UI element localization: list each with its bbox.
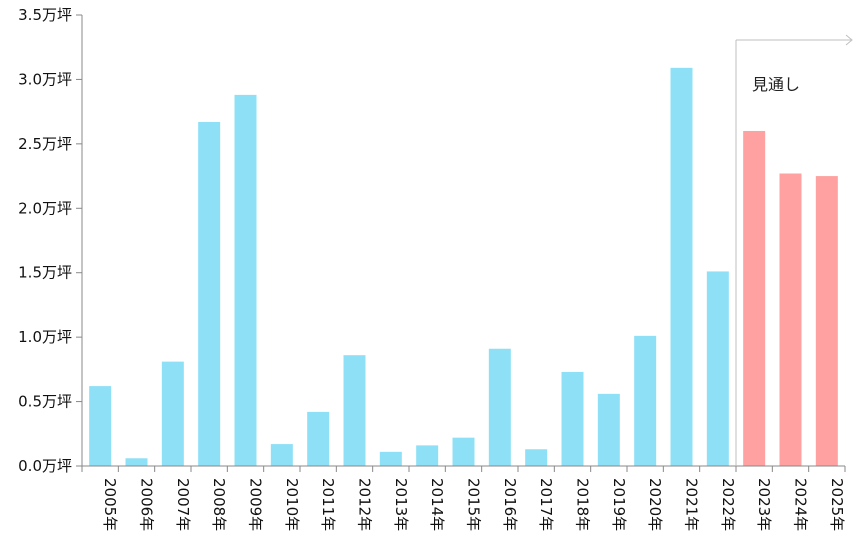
bar bbox=[452, 437, 475, 466]
forecast-bar bbox=[743, 130, 766, 466]
x-tick-label: 2015年 bbox=[465, 478, 483, 531]
y-tick-label: 1.0万坪 bbox=[18, 328, 72, 346]
bars bbox=[89, 67, 838, 467]
bar bbox=[561, 371, 584, 466]
x-axis: 2005年 2006年 2007年 2008年 2009年 2010年 2011年 2012年… bbox=[81, 465, 846, 531]
y-tick-label: 3.5万坪 bbox=[18, 6, 72, 24]
bar bbox=[670, 67, 693, 467]
x-tick-label: 2007年 bbox=[174, 478, 192, 531]
bar bbox=[488, 348, 511, 466]
y-tick-label: 1.5万坪 bbox=[18, 264, 72, 282]
forecast-label: 見通し bbox=[752, 75, 800, 94]
bar bbox=[125, 458, 148, 466]
x-tick-label: 2006年 bbox=[138, 478, 156, 531]
bar bbox=[706, 271, 729, 466]
bar bbox=[307, 411, 330, 466]
x-tick-label: 2013年 bbox=[392, 478, 410, 531]
bar bbox=[597, 393, 620, 466]
x-tick-label: 2019年 bbox=[610, 478, 628, 531]
x-tick-label: 2023年 bbox=[755, 478, 773, 531]
bar bbox=[634, 335, 657, 466]
bar bbox=[161, 361, 184, 466]
x-tick-label: 2005年 bbox=[101, 478, 119, 531]
x-tick-label: 2012年 bbox=[356, 478, 374, 531]
x-tick-label: 2024年 bbox=[792, 478, 810, 531]
bar bbox=[198, 121, 221, 467]
bar bbox=[234, 94, 257, 467]
y-tick-label: 2.5万坪 bbox=[18, 135, 72, 153]
bar bbox=[89, 386, 112, 466]
bar bbox=[525, 449, 548, 466]
y-tick-label: 0.0万坪 bbox=[18, 457, 72, 475]
x-tick-label: 2010年 bbox=[283, 478, 301, 531]
x-tick-label: 2020年 bbox=[646, 478, 664, 531]
forecast-bar bbox=[779, 173, 802, 466]
x-tick-label: 2016年 bbox=[501, 478, 519, 531]
bar bbox=[379, 451, 402, 466]
x-tick-label: 2009年 bbox=[247, 478, 265, 531]
bar bbox=[416, 445, 439, 466]
y-axis: 0.0万坪 0.5万坪 1.0万坪 1.5万坪 2.0万坪 2.5万坪 3.0万坪 3.5万坪 bbox=[18, 6, 83, 475]
bar bbox=[270, 444, 293, 466]
x-tick-label: 2014年 bbox=[428, 478, 446, 531]
x-tick-label: 2017年 bbox=[537, 478, 555, 531]
y-tick-label: 3.0万坪 bbox=[18, 70, 72, 88]
forecast-annotation: 見通し bbox=[735, 34, 853, 466]
bar bbox=[343, 355, 366, 466]
x-tick-label: 2011年 bbox=[319, 478, 337, 531]
forecast-arrow-head bbox=[845, 34, 853, 46]
x-tick-label: 2008年 bbox=[210, 478, 228, 531]
y-tick-label: 0.5万坪 bbox=[18, 393, 72, 411]
x-tick-label: 2025年 bbox=[828, 478, 846, 531]
x-tick-label: 2018年 bbox=[574, 478, 592, 531]
x-tick-label: 2022年 bbox=[719, 478, 737, 531]
x-tick-label: 2021年 bbox=[683, 478, 701, 531]
forecast-bar bbox=[815, 176, 838, 467]
y-tick-label: 2.0万坪 bbox=[18, 199, 72, 217]
